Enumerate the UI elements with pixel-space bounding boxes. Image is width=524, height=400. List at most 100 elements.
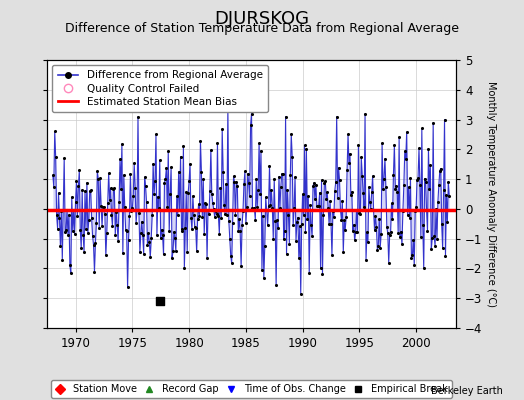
Point [138,232,147,238]
Point [406,215,414,221]
Point [96,175,104,182]
Point [280,228,289,234]
Point [170,228,178,235]
Point [246,122,255,128]
Point [315,190,324,196]
Point [235,216,244,222]
Point [81,188,89,194]
Point [259,212,267,219]
Point [290,205,298,211]
Point [64,232,72,238]
Point [259,275,268,281]
Point [68,194,76,200]
Point [104,170,113,176]
Point [119,172,128,178]
Point [309,183,317,190]
Point [57,208,66,214]
Point [108,223,117,229]
Point [367,206,375,212]
Point [384,230,392,237]
Point [183,249,191,256]
Point [328,252,336,258]
Point [74,183,83,190]
Point [331,188,339,194]
Point [103,230,111,236]
Point [155,204,163,211]
Point [163,204,171,210]
Point [381,155,389,162]
Point [178,228,187,234]
Point [414,175,422,181]
Point [355,210,364,216]
Point [265,203,273,209]
Point [61,229,69,235]
Point [59,207,68,213]
Point [128,205,137,212]
Point [276,205,284,211]
Point [138,218,146,225]
Point [111,232,119,238]
Point [362,257,370,263]
Point [347,192,355,198]
Point [416,182,424,188]
Point [427,246,435,253]
Point [224,104,232,111]
Point [230,173,238,180]
Text: DJURSKOG: DJURSKOG [214,10,310,28]
Point [277,183,285,190]
Point [278,170,286,177]
Point [177,154,185,160]
Point [72,178,81,184]
Point [297,290,305,297]
Point [151,178,159,184]
Point [172,193,181,200]
Point [403,212,412,218]
Point [289,222,297,228]
Point [213,140,222,146]
Point [376,245,385,252]
Point [366,199,374,205]
Point [329,208,337,215]
Point [132,219,140,226]
Point [199,176,208,182]
Point [238,222,246,228]
Point [363,229,371,236]
Point [73,212,82,219]
Point [394,230,402,236]
Point [166,191,174,198]
Point [194,201,203,208]
Point [52,212,61,218]
Point [94,176,103,182]
Point [425,186,433,193]
Point [173,212,182,218]
Point [113,222,122,228]
Point [131,184,139,191]
Point [240,181,248,188]
Point [343,167,351,174]
Point [408,252,417,259]
Point [252,176,260,182]
Point [134,113,142,120]
Point [189,193,197,199]
Point [392,182,400,189]
Point [200,230,209,237]
Point [191,225,200,232]
Point [162,165,171,171]
Point [70,231,79,237]
Point [86,187,95,194]
Point [291,174,299,180]
Point [282,250,291,257]
Point [70,207,78,213]
Point [89,242,97,248]
Point [201,200,210,206]
Point [436,165,445,172]
Point [66,262,74,269]
Point [157,226,166,233]
Point [365,184,373,190]
Point [193,216,202,222]
Point [90,268,99,275]
Point [313,202,321,209]
Point [51,154,60,160]
Point [322,196,331,202]
Point [204,207,212,213]
